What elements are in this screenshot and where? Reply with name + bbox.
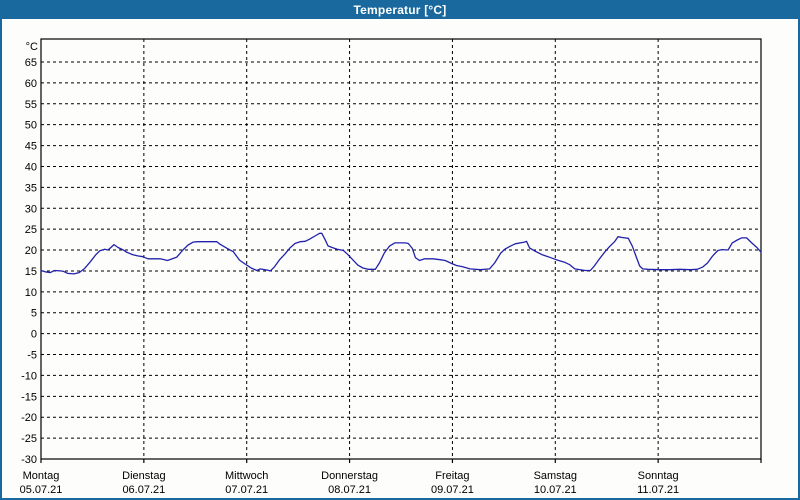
plot-border xyxy=(40,38,762,460)
x-date-label: 11.07.21 xyxy=(637,484,679,496)
y-tick-label: 30 xyxy=(25,203,37,215)
y-tick-label: 0 xyxy=(31,329,37,341)
y-tick-label: 50 xyxy=(25,120,37,132)
x-weekday-label: Samstag xyxy=(534,470,577,482)
temperature-line xyxy=(40,232,762,275)
y-tick-label: 35 xyxy=(25,182,37,194)
x-weekday-label: Sonntag xyxy=(638,470,679,482)
x-date-label: 10.07.21 xyxy=(534,484,577,496)
y-tick-label: -20 xyxy=(21,412,37,424)
y-tick-label: 65 xyxy=(25,57,37,69)
y-tick-label: -15 xyxy=(21,391,37,403)
x-weekday-label: Mittwoch xyxy=(225,470,268,482)
y-tick-label: -30 xyxy=(21,454,37,466)
x-date-label: 05.07.21 xyxy=(20,484,63,496)
x-weekday-label: Montag xyxy=(23,470,60,482)
x-weekday-label: Dienstag xyxy=(122,470,165,482)
x-weekday-label: Freitag xyxy=(435,470,469,482)
y-tick-label: 15 xyxy=(25,266,37,278)
x-date-label: 08.07.21 xyxy=(328,484,371,496)
y-tick-label: -25 xyxy=(21,433,37,445)
y-tick-label: 45 xyxy=(25,141,37,153)
y-tick-label: 55 xyxy=(25,99,37,111)
x-weekday-label: Donnerstag xyxy=(321,470,378,482)
window-title: Temperatur [°C] xyxy=(353,2,447,17)
y-tick-label: 60 xyxy=(25,78,37,90)
x-date-label: 09.07.21 xyxy=(431,484,474,496)
x-date-label: 06.07.21 xyxy=(122,484,165,496)
titlebar: Temperatur [°C] xyxy=(0,0,800,19)
x-date-label: 07.07.21 xyxy=(225,484,268,496)
y-tick-label: 5 xyxy=(31,308,37,320)
y-tick-label: 20 xyxy=(25,245,37,257)
y-axis-unit-label: °C xyxy=(26,41,38,53)
y-tick-label: 10 xyxy=(25,287,37,299)
y-tick-label: -5 xyxy=(27,350,37,362)
y-tick-label: 40 xyxy=(25,161,37,173)
y-tick-label: 25 xyxy=(25,224,37,236)
y-tick-label: -10 xyxy=(21,370,37,382)
